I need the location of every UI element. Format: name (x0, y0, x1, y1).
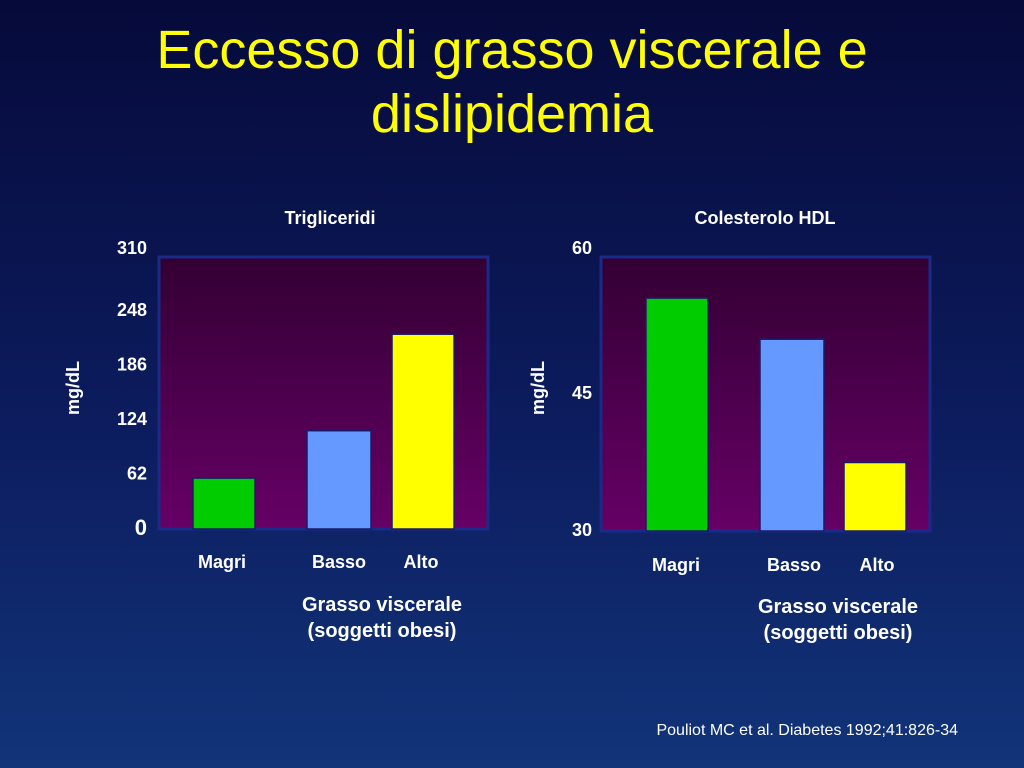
trig-bar-basso (306, 429, 372, 530)
xlabel-hdl-line1: Grasso viscerale (757, 596, 919, 618)
xlabel-trigliceridi-line1: Grasso viscerale (301, 594, 463, 616)
xlabel-trigliceridi: Grasso viscerale (soggetti obesi) (252, 592, 512, 644)
trig-category-label: Alto (404, 552, 439, 572)
trig-ytick-label: 186 (117, 355, 147, 375)
hdl-category-label: Magri (652, 555, 700, 575)
trig-category-label: Magri (198, 552, 246, 572)
trig-ytick-label: 62 (127, 463, 147, 483)
xlabel-hdl-line2: (soggetti obesi) (763, 622, 913, 644)
trig-bar-magri (192, 477, 256, 530)
trig-bar-alto (391, 333, 455, 530)
hdl-category-label: Basso (767, 555, 821, 575)
citation: Pouliot MC et al. Diabetes 1992;41:826-3… (656, 722, 958, 739)
hdl-bar-magri (645, 297, 709, 532)
slide-title-line2: dislipidemia (370, 84, 654, 144)
xlabel-hdl: Grasso viscerale (soggetti obesi) (708, 594, 968, 646)
hdl-ytick-label: 45 (572, 383, 592, 403)
trig-ytick-label: 124 (117, 409, 147, 429)
hdl-bar-alto (843, 461, 907, 532)
trig-ytick-label: 0 (135, 515, 147, 540)
trig-ytick-label: 248 (117, 300, 147, 320)
slide-title-line1: Eccesso di grasso viscerale e (156, 20, 868, 80)
trig-ylabel: mg/dL (63, 361, 83, 415)
slide-title: Eccesso di grasso viscerale e dislipidem… (0, 18, 1024, 146)
hdl-category-label: Alto (860, 555, 895, 575)
chart-title-trigliceridi: Trigliceridi (284, 208, 376, 228)
hdl-ylabel: mg/dL (528, 361, 548, 415)
trig-ytick-label: 310 (117, 238, 147, 258)
hdl-ytick-label: 30 (572, 520, 592, 540)
hdl-bar-basso (759, 338, 825, 532)
hdl-ytick-label: 60 (572, 238, 592, 258)
xlabel-trigliceridi-line2: (soggetti obesi) (307, 620, 457, 642)
trig-category-label: Basso (312, 552, 366, 572)
chart-title-hdl: Colesterolo HDL (694, 208, 836, 228)
